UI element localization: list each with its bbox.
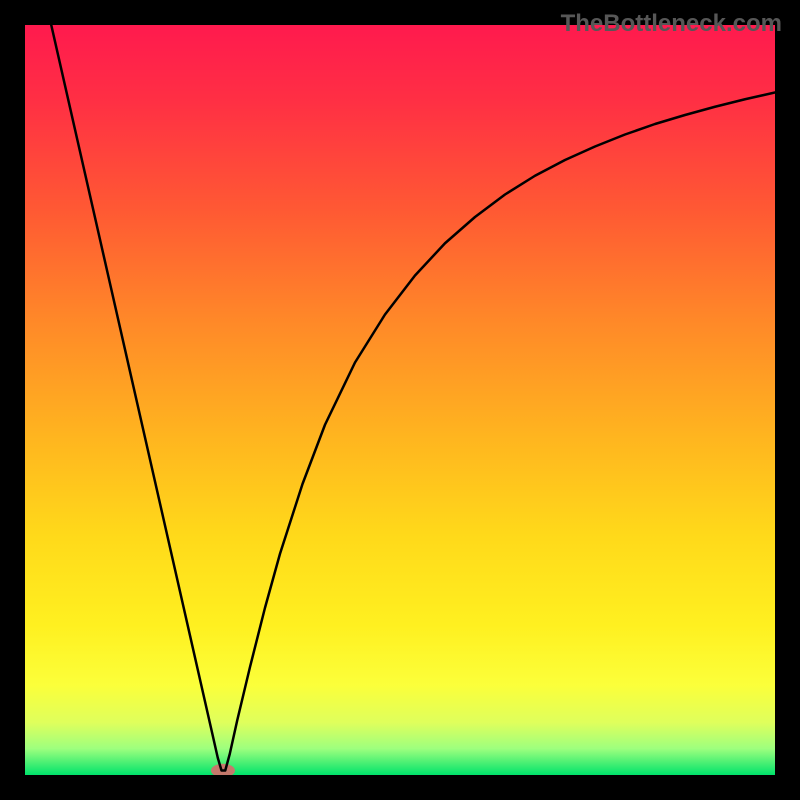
watermark-text: TheBottleneck.com [561,10,782,38]
chart-stage: TheBottleneck.com [0,0,800,800]
bottleneck-chart [0,0,800,800]
